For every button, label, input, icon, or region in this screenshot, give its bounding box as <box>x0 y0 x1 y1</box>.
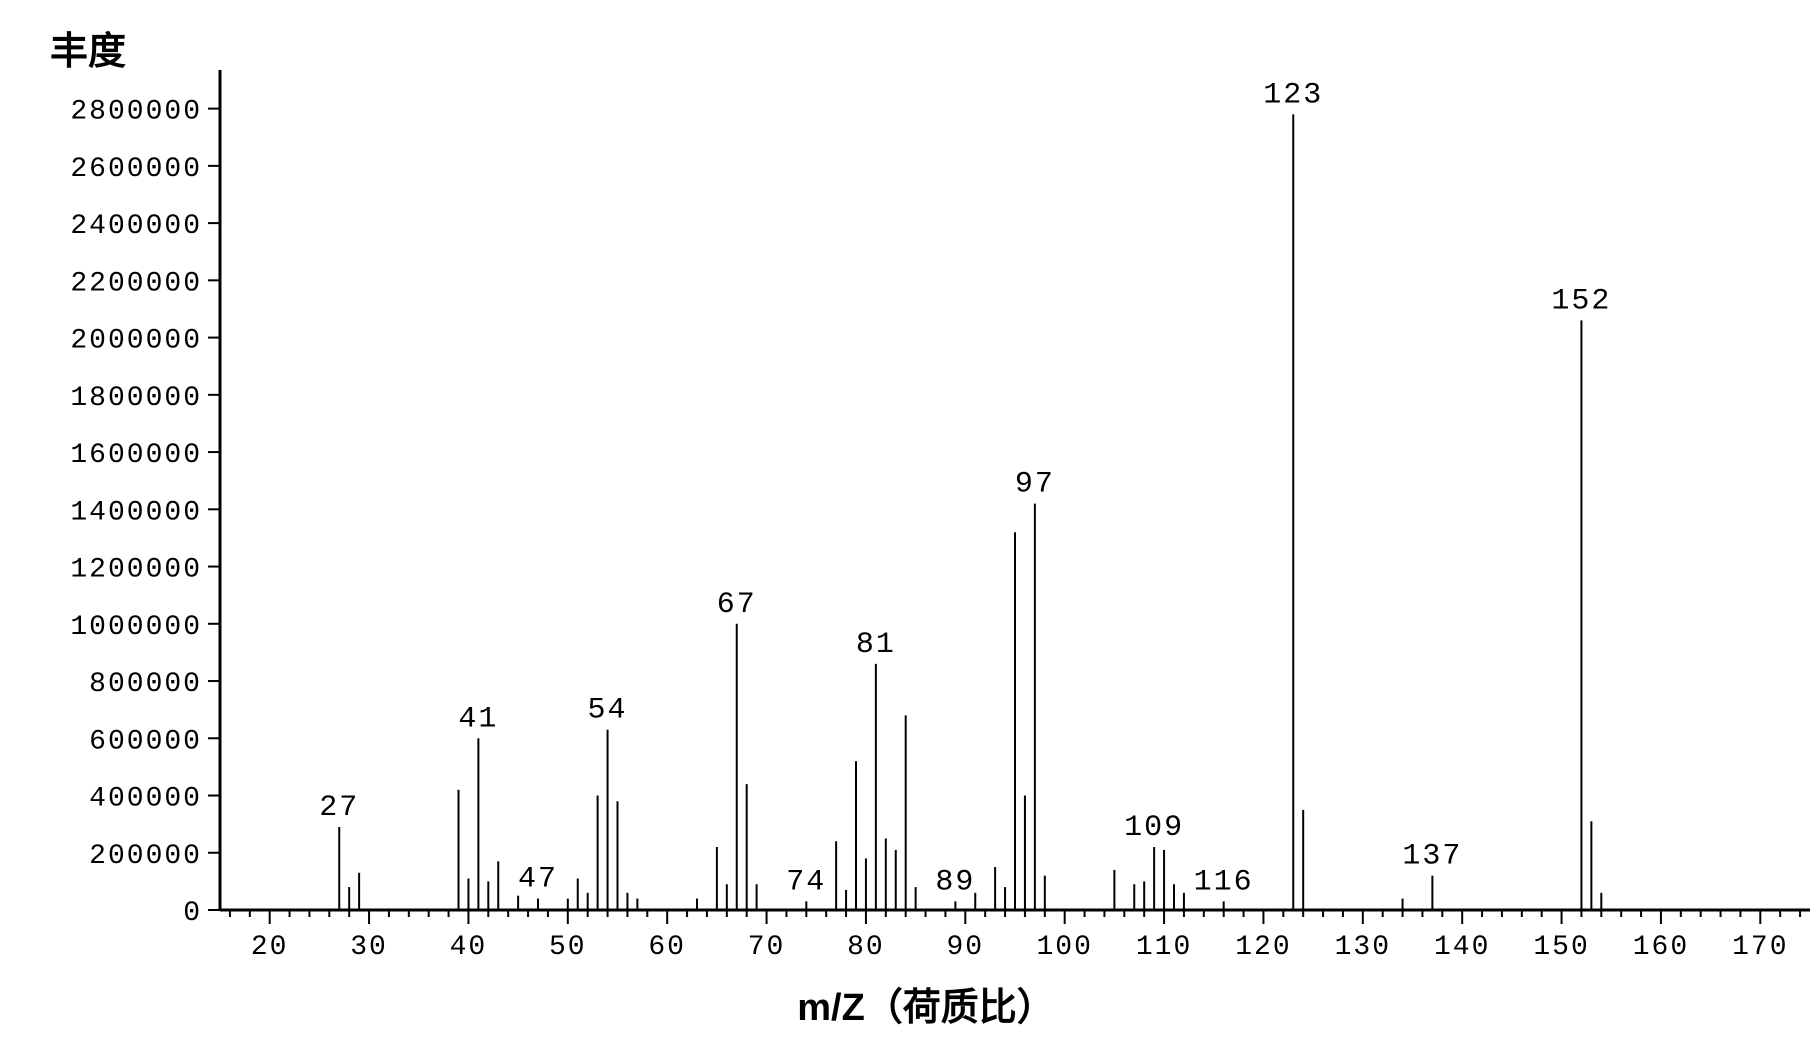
y-tick-label: 400000 <box>89 784 202 815</box>
peak-label: 74 <box>786 865 826 899</box>
x-tick-label: 80 <box>847 932 885 963</box>
x-tick-label: 130 <box>1335 932 1391 963</box>
peak-label: 81 <box>856 628 896 662</box>
peak-label: 97 <box>1015 468 1055 502</box>
y-tick-label: 2000000 <box>70 326 202 357</box>
y-tick-label: 2600000 <box>70 154 202 185</box>
y-tick-label: 600000 <box>89 726 202 757</box>
x-tick-label: 70 <box>748 932 786 963</box>
spectrum-svg: 0 200000 400000 600000 800000 1000000 1200000 1… <box>20 20 1812 1041</box>
peak-label: 47 <box>518 863 558 897</box>
peak-label: 123 <box>1263 78 1323 112</box>
peak-label: 54 <box>588 694 628 728</box>
x-axis-title: m/Z（荷质比） <box>797 976 1055 1031</box>
y-tick-label: 800000 <box>89 669 202 700</box>
x-tick-label: 40 <box>450 932 488 963</box>
y-tick-label: 2400000 <box>70 211 202 242</box>
peak-label: 27 <box>319 791 359 825</box>
peak-label: 89 <box>935 865 975 899</box>
peak-label: 137 <box>1402 840 1462 874</box>
x-tick-label: 30 <box>350 932 388 963</box>
y-tick-label: 1600000 <box>70 440 202 471</box>
x-tick-label: 120 <box>1235 932 1291 963</box>
x-tick-label: 20 <box>251 932 289 963</box>
peak-label: 109 <box>1124 811 1184 845</box>
y-tick-label: 1000000 <box>70 612 202 643</box>
x-tick-label: 150 <box>1533 932 1589 963</box>
y-tick-label: 1800000 <box>70 383 202 414</box>
x-tick-label: 100 <box>1036 932 1092 963</box>
peak-label: 116 <box>1194 865 1254 899</box>
y-axis-title: 丰度 <box>50 20 126 75</box>
y-tick-label: 0 <box>183 898 202 929</box>
y-tick-label: 1200000 <box>70 555 202 586</box>
y-tick-label: 2800000 <box>70 97 202 128</box>
x-tick-label: 90 <box>947 932 985 963</box>
x-tick-label: 50 <box>549 932 587 963</box>
x-tick-label: 60 <box>648 932 686 963</box>
x-tick-label: 140 <box>1434 932 1490 963</box>
peak-label: 152 <box>1551 284 1611 318</box>
peak-label: 67 <box>717 588 757 622</box>
mass-spectrum-chart: 丰度 m/Z（荷质比） 0 200000 400000 600000 800000 100… <box>20 20 1812 1041</box>
y-tick-label: 200000 <box>89 841 202 872</box>
y-tick-label: 2200000 <box>70 268 202 299</box>
y-tick-label: 1400000 <box>70 497 202 528</box>
x-tick-label: 160 <box>1633 932 1689 963</box>
x-tick-label: 110 <box>1136 932 1192 963</box>
x-tick-label: 170 <box>1732 932 1788 963</box>
peak-label: 41 <box>458 702 498 736</box>
